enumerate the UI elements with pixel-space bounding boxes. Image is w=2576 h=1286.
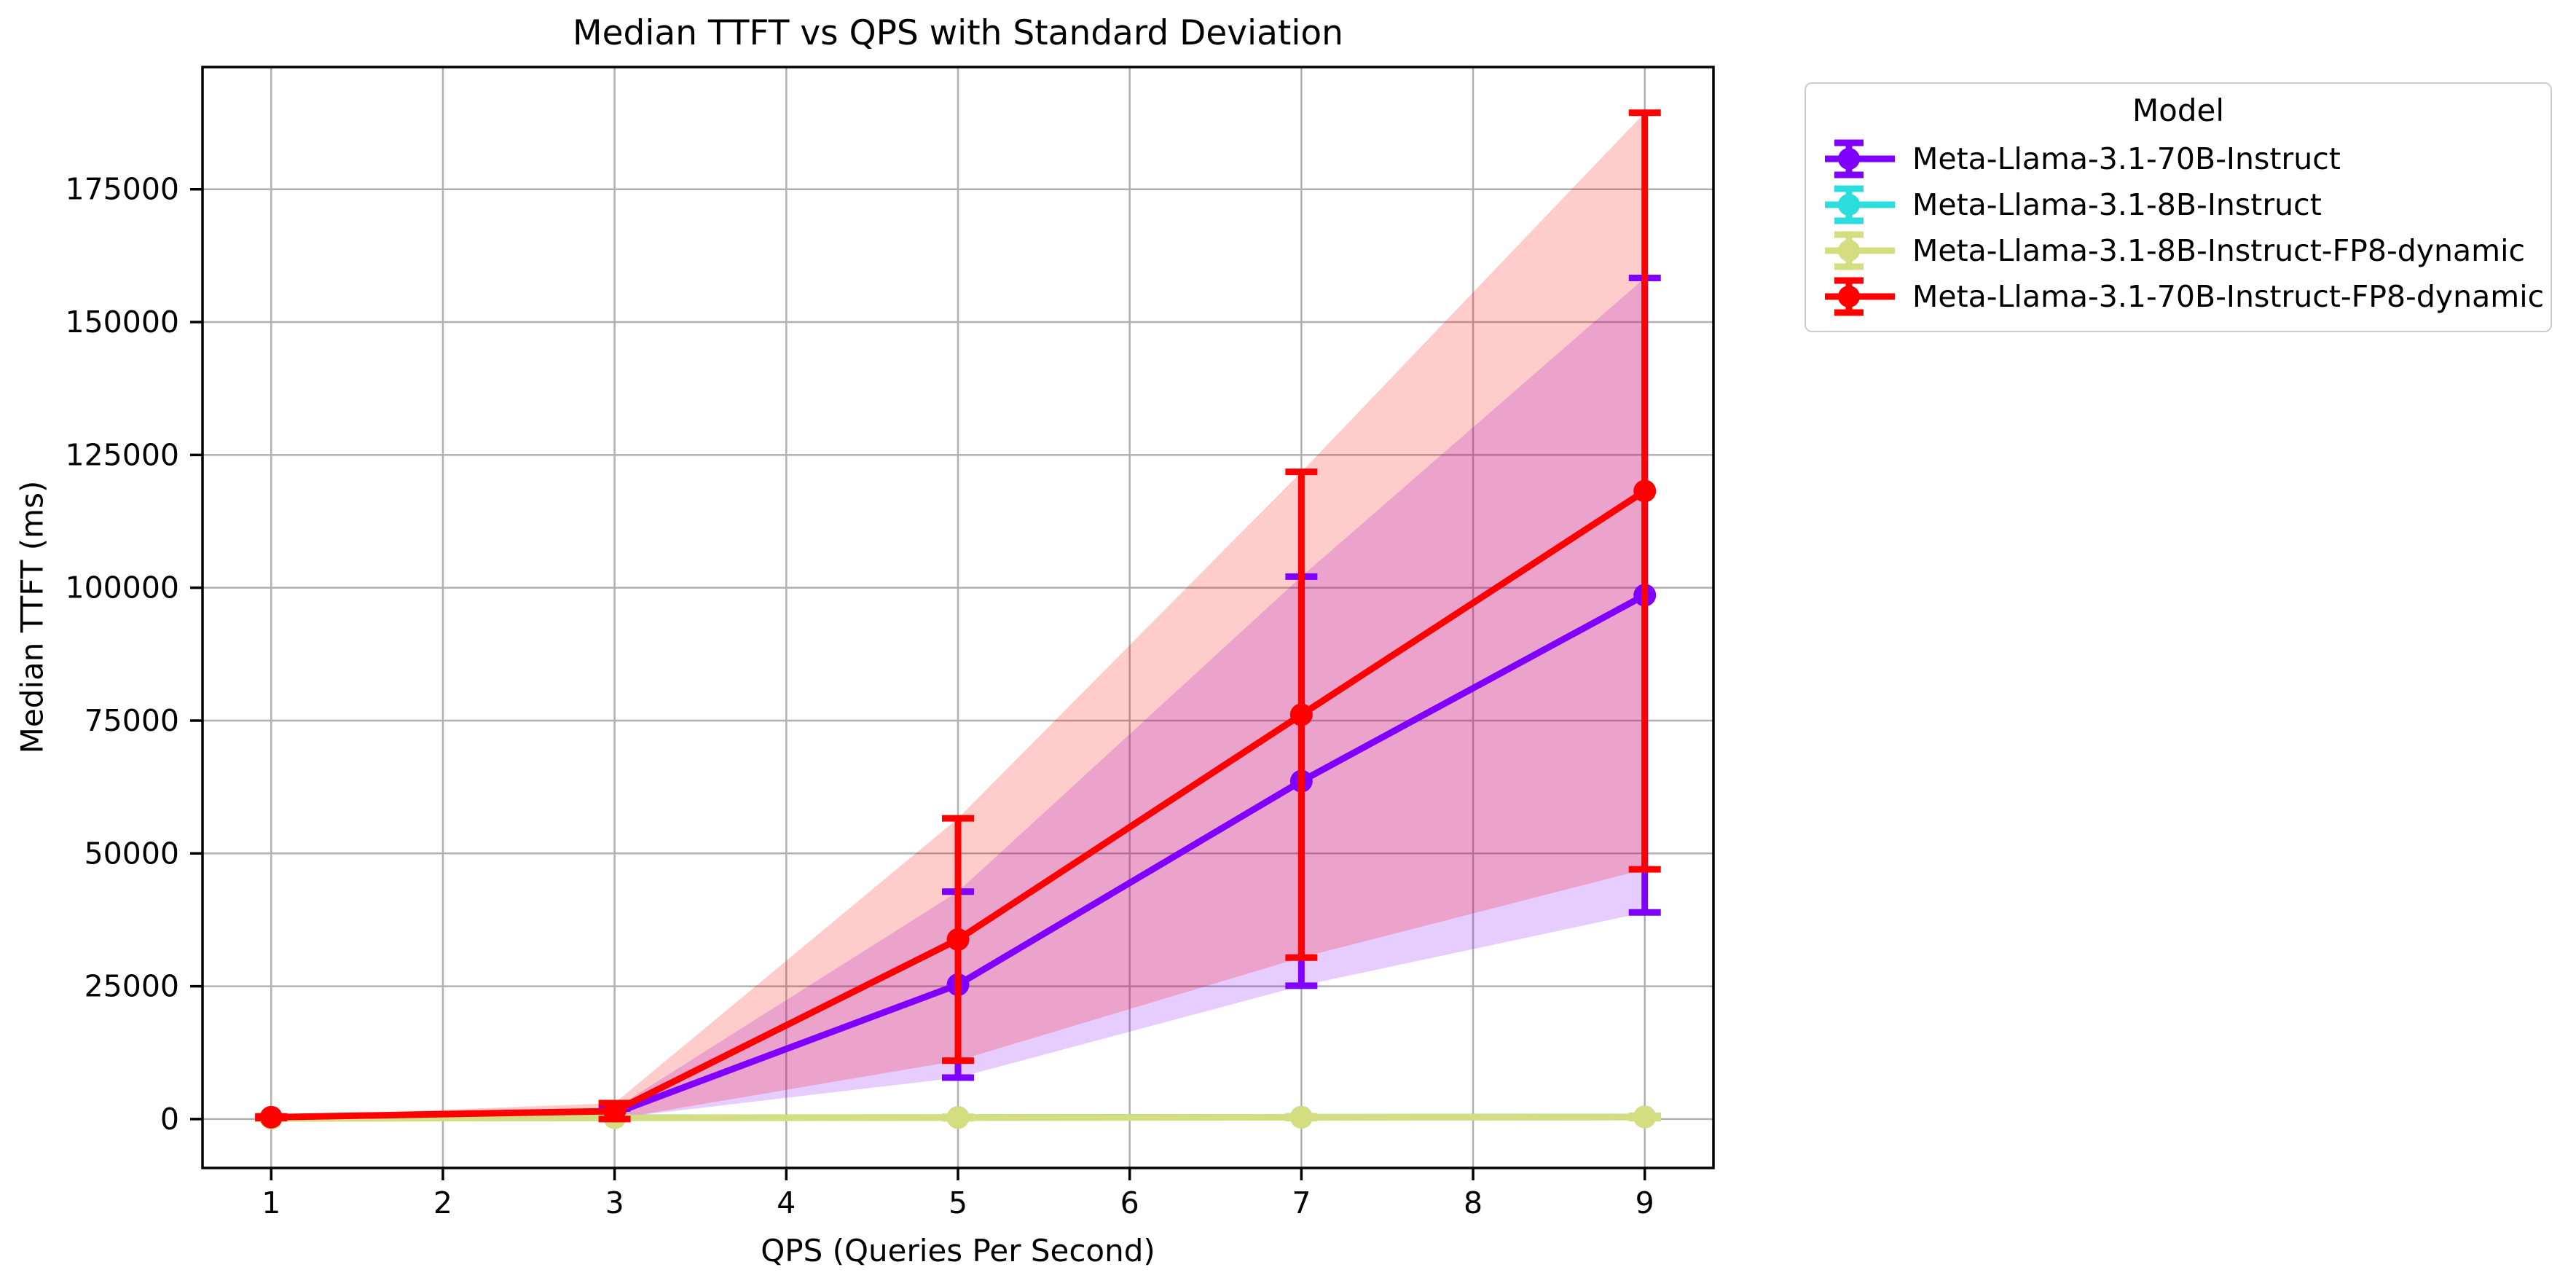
x-tick-label: 2	[433, 1185, 452, 1220]
y-axis-title: Median TTFT (ms)	[14, 480, 50, 754]
legend-errorbar-icon	[1825, 139, 1895, 178]
x-axis-title: QPS (Queries Per Second)	[761, 1233, 1155, 1269]
legend-errorbar-icon	[1825, 231, 1895, 270]
y-tick-label: 25000	[85, 969, 179, 1004]
data-point-marker	[1289, 1106, 1313, 1129]
legend-item-label: Meta-Llama-3.1-70B-Instruct-FP8-dynamic	[1912, 278, 2545, 314]
y-tick-label: 0	[160, 1102, 179, 1137]
data-point-marker	[946, 1106, 970, 1129]
legend-item: Meta-Llama-3.1-8B-Instruct	[1806, 181, 2551, 227]
data-point-marker	[1289, 703, 1313, 726]
x-tick-label: 8	[1464, 1185, 1483, 1220]
x-tick-label: 1	[262, 1185, 280, 1220]
data-point-marker	[259, 1105, 283, 1129]
legend-item-label: Meta-Llama-3.1-70B-Instruct	[1912, 141, 2341, 176]
data-point-marker	[1633, 1105, 1657, 1129]
legend-errorbar-icon	[1825, 277, 1895, 315]
y-tick-label: 125000	[65, 437, 179, 472]
x-tick-label: 6	[1120, 1185, 1139, 1220]
legend-item: Meta-Llama-3.1-70B-Instruct-FP8-dynamic	[1806, 273, 2551, 319]
x-tick-label: 3	[605, 1185, 624, 1220]
x-tick-label: 4	[777, 1185, 796, 1220]
legend-title: Model	[2132, 93, 2225, 128]
y-tick-label: 75000	[85, 703, 179, 738]
legend-items: Meta-Llama-3.1-70B-Instruct Meta-Llama-3.…	[1806, 136, 2551, 319]
legend-item: Meta-Llama-3.1-70B-Instruct	[1806, 136, 2551, 181]
x-tick-label: 7	[1292, 1185, 1311, 1220]
legend-item-label: Meta-Llama-3.1-8B-Instruct	[1912, 187, 2322, 222]
legend-item-label: Meta-Llama-3.1-8B-Instruct-FP8-dynamic	[1912, 232, 2526, 268]
y-tick-label: 175000	[65, 172, 179, 207]
y-tick-label: 150000	[65, 305, 179, 340]
legend-item: Meta-Llama-3.1-8B-Instruct-FP8-dynamic	[1806, 227, 2551, 273]
data-point-marker	[1633, 479, 1657, 503]
x-tick-label: 9	[1635, 1185, 1654, 1220]
y-tick-label: 100000	[65, 571, 179, 605]
legend: Model Meta-Llama-3.1-70B-Instruct Meta-Ll…	[1805, 82, 2552, 332]
x-tick-label: 5	[949, 1185, 967, 1220]
legend-errorbar-icon	[1825, 185, 1895, 224]
y-tick-label: 50000	[85, 836, 179, 871]
data-point-marker	[603, 1099, 627, 1123]
data-point-marker	[946, 928, 970, 951]
chart-title: Median TTFT vs QPS with Standard Deviati…	[573, 13, 1343, 53]
